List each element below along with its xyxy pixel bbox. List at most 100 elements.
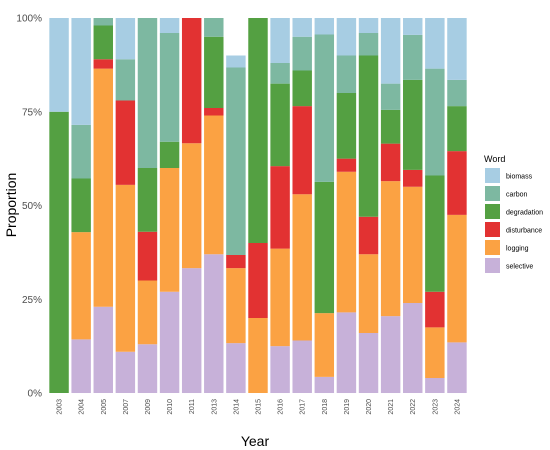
bar-segment-disturbance-2024 (447, 151, 467, 215)
bar-segment-carbon-2023 (425, 68, 445, 176)
x-tick-label: 2024 (454, 399, 461, 415)
bar-segment-carbon-2021 (380, 83, 401, 110)
bar-segment-disturbance-2019 (336, 158, 357, 172)
bar-segment-carbon-2024 (447, 79, 467, 107)
x-tick-label: 2021 (388, 399, 395, 415)
bar-segment-carbon-2016 (270, 63, 290, 84)
bar-segment-disturbance-2009 (137, 231, 158, 281)
legend-swatch-selective (485, 258, 500, 273)
legend-label-disturbance: disturbance (506, 228, 542, 235)
bar-segment-degradation-2009 (137, 168, 158, 232)
bar-segment-disturbance-2016 (270, 166, 290, 249)
x-tick-label: 2015 (256, 399, 263, 415)
bar-segment-biomass-2024 (447, 18, 467, 80)
bar-segment-biomass-2007 (115, 18, 136, 60)
bar-segment-selective-2013 (204, 254, 224, 393)
bar-segment-degradation-2022 (403, 79, 423, 170)
bar-segment-selective-2004 (71, 339, 91, 394)
bar-segment-logging-2021 (380, 181, 401, 317)
bar-segment-biomass-2014 (226, 55, 246, 68)
bar-segment-selective-2017 (292, 340, 312, 393)
y-axis-title: Proportion (3, 173, 19, 238)
bar-segment-logging-2019 (336, 171, 357, 313)
y-tick-label: 25% (22, 295, 42, 306)
legend-title: Word (484, 154, 505, 164)
x-tick-label: 2007 (123, 399, 130, 415)
bar-segment-selective-2011 (181, 268, 202, 394)
bar-segment-selective-2014 (226, 343, 246, 394)
bar-segment-degradation-2015 (248, 18, 268, 243)
bar-segment-degradation-2010 (159, 141, 180, 168)
x-tick-label: 2020 (366, 399, 373, 415)
x-tick-label: 2014 (233, 399, 240, 415)
bar-segment-logging-2018 (314, 313, 335, 377)
legend-swatch-biomass (485, 168, 500, 183)
bar-segment-disturbance-2011 (181, 18, 202, 144)
bar-segment-degradation-2017 (292, 70, 312, 107)
bar-segment-logging-2004 (71, 232, 91, 340)
bar-segment-carbon-2009 (137, 18, 158, 168)
legend-label-carbon: carbon (506, 192, 528, 199)
bar-segment-biomass-2010 (159, 18, 180, 33)
bar-segment-carbon-2013 (204, 18, 224, 37)
bar-segment-selective-2022 (403, 303, 423, 393)
legend-swatch-disturbance (485, 222, 500, 237)
bar-segment-logging-2016 (270, 248, 290, 347)
bar-segment-disturbance-2014 (226, 255, 246, 269)
legend-label-biomass: biomass (506, 174, 533, 181)
bar-segment-carbon-2022 (403, 34, 423, 80)
bar-segment-degradation-2020 (358, 55, 379, 217)
bar-segment-carbon-2019 (336, 55, 357, 93)
bar-segment-selective-2009 (137, 344, 158, 393)
legend-label-selective: selective (506, 264, 533, 271)
bar-segment-degradation-2016 (270, 83, 290, 167)
bar-segment-carbon-2014 (226, 67, 246, 255)
x-tick-label: 2016 (278, 399, 285, 415)
x-tick-label: 2018 (322, 399, 329, 415)
y-tick-label: 100% (16, 14, 42, 25)
x-tick-label: 2010 (167, 399, 174, 415)
legend-label-degradation: degradation (506, 210, 543, 217)
bar-segment-selective-2018 (314, 376, 335, 394)
bar-segment-degradation-2005 (93, 25, 113, 60)
legend: Word biomass carbon degradation disturbance… (484, 154, 543, 273)
legend-swatch-degradation (485, 204, 500, 219)
bar-segment-logging-2024 (447, 214, 467, 343)
bar-segment-degradation-2023 (425, 175, 445, 292)
y-tick-label: 75% (22, 107, 42, 118)
bar-segment-carbon-2004 (71, 124, 91, 179)
bar-segment-logging-2013 (204, 115, 224, 255)
bar-segment-logging-2007 (115, 184, 136, 352)
bar-segment-logging-2005 (93, 68, 113, 307)
legend-label-logging: logging (506, 246, 529, 253)
bar-segment-selective-2024 (447, 342, 467, 394)
x-axis: 2003 2004 2005 2007 2009 2010 2011 2013 2014 2015… (57, 399, 462, 415)
bar-segment-biomass-2022 (403, 18, 423, 35)
x-tick-label: 2013 (211, 399, 218, 415)
x-tick-label: 2023 (432, 399, 439, 415)
bar-segment-logging-2009 (137, 280, 158, 345)
bar-segment-biomass-2021 (380, 18, 401, 84)
bar-segment-disturbance-2020 (358, 216, 379, 255)
bar-segment-disturbance-2015 (248, 243, 268, 318)
bar-segment-logging-2017 (292, 194, 312, 341)
bar-segment-degradation-2013 (204, 36, 224, 108)
bar-segment-degradation-2018 (314, 181, 335, 314)
bar-segment-logging-2010 (159, 168, 180, 292)
bar-segment-degradation-2019 (336, 93, 357, 159)
x-tick-label: 2005 (101, 399, 108, 415)
bar-segment-degradation-2003 (49, 111, 69, 393)
bar-segment-selective-2016 (270, 346, 290, 394)
bar-segment-disturbance-2017 (292, 106, 312, 195)
bar-segment-biomass-2017 (292, 18, 312, 37)
bar-segment-selective-2023 (425, 378, 445, 393)
bar-segment-degradation-2004 (71, 178, 91, 233)
legend-swatch-carbon (485, 186, 500, 201)
bar-segment-carbon-2007 (115, 59, 136, 101)
bar-segment-selective-2007 (115, 351, 136, 393)
x-tick-label: 2009 (145, 399, 152, 415)
bar-segment-disturbance-2021 (380, 143, 401, 182)
bar-segment-degradation-2021 (380, 109, 401, 144)
bar-segment-selective-2019 (336, 312, 357, 394)
